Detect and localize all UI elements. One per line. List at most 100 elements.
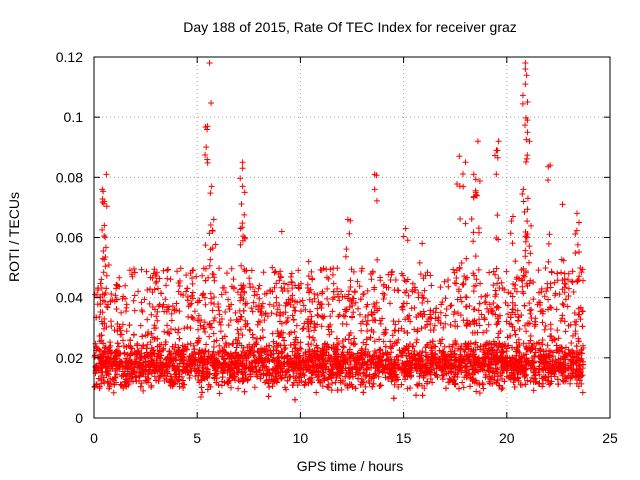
data-point <box>480 329 487 336</box>
data-point <box>98 285 105 292</box>
data-point <box>432 351 439 358</box>
data-point <box>509 372 516 379</box>
data-point <box>148 311 155 318</box>
data-point <box>342 373 349 380</box>
data-point <box>347 361 354 368</box>
data-point <box>553 342 560 349</box>
data-point <box>97 280 104 287</box>
data-point <box>164 370 171 377</box>
data-point <box>342 357 349 364</box>
data-point <box>386 361 393 368</box>
data-point <box>131 358 138 365</box>
data-point <box>101 291 108 298</box>
data-point <box>562 328 569 335</box>
data-point <box>93 291 100 298</box>
data-point <box>288 329 295 336</box>
data-point <box>172 326 179 333</box>
data-point <box>324 383 331 390</box>
data-point <box>188 292 195 299</box>
data-point <box>531 359 538 366</box>
data-point <box>344 349 351 356</box>
data-point <box>197 393 204 400</box>
data-point <box>411 304 418 311</box>
data-point <box>284 314 291 321</box>
data-point <box>176 277 183 284</box>
data-point <box>152 271 159 278</box>
data-point <box>255 302 262 309</box>
data-point <box>455 288 462 295</box>
data-point <box>174 268 181 275</box>
data-point <box>515 366 522 373</box>
data-point <box>232 309 239 316</box>
data-point <box>143 364 150 371</box>
data-point <box>175 373 182 380</box>
data-point <box>347 277 354 284</box>
data-point <box>148 357 155 364</box>
data-point <box>142 359 149 366</box>
data-point <box>226 374 233 381</box>
data-point <box>202 124 209 131</box>
data-point <box>264 367 271 374</box>
data-point <box>197 356 204 363</box>
data-point <box>186 353 193 360</box>
data-point <box>98 359 105 366</box>
data-point <box>401 371 408 378</box>
data-point <box>530 387 537 394</box>
data-point <box>363 303 370 310</box>
data-point <box>362 313 369 320</box>
data-point <box>174 349 181 356</box>
data-point <box>542 264 549 271</box>
data-point <box>490 268 497 275</box>
data-point <box>275 333 282 340</box>
data-point <box>296 374 303 381</box>
data-point <box>395 318 402 325</box>
data-point <box>357 296 364 303</box>
data-point <box>414 365 421 372</box>
data-point <box>330 280 337 287</box>
data-point <box>100 269 107 276</box>
data-point <box>227 366 234 373</box>
data-point <box>282 345 289 352</box>
data-point <box>511 376 518 383</box>
data-point <box>163 376 170 383</box>
data-point <box>347 330 354 337</box>
data-point <box>364 287 371 294</box>
data-point <box>208 99 215 106</box>
data-point <box>98 337 105 344</box>
data-point <box>539 341 546 348</box>
data-point <box>476 359 483 366</box>
data-point <box>356 283 363 290</box>
data-point <box>324 295 331 302</box>
data-point <box>249 368 256 375</box>
data-point <box>183 346 190 353</box>
data-point <box>204 371 211 378</box>
data-point <box>156 347 163 354</box>
data-point <box>304 362 311 369</box>
data-point <box>146 300 153 307</box>
data-point <box>470 347 477 354</box>
data-point <box>322 340 329 347</box>
data-point <box>147 274 154 281</box>
data-point <box>352 299 359 306</box>
data-point <box>182 345 189 352</box>
data-point <box>515 336 522 343</box>
data-point <box>565 285 572 292</box>
data-point <box>562 362 569 369</box>
data-point <box>130 331 137 338</box>
data-point <box>300 325 307 332</box>
data-point <box>447 303 454 310</box>
data-point <box>475 368 482 375</box>
data-point <box>478 293 485 300</box>
data-point <box>527 347 534 354</box>
data-point <box>151 266 158 273</box>
data-point <box>246 275 253 282</box>
data-point <box>272 347 279 354</box>
data-point <box>360 389 367 396</box>
data-point <box>221 356 228 363</box>
data-point <box>239 332 246 339</box>
data-point <box>130 297 137 304</box>
data-point <box>506 374 513 381</box>
data-point <box>266 384 273 391</box>
data-point <box>434 374 441 381</box>
data-point <box>376 383 383 390</box>
